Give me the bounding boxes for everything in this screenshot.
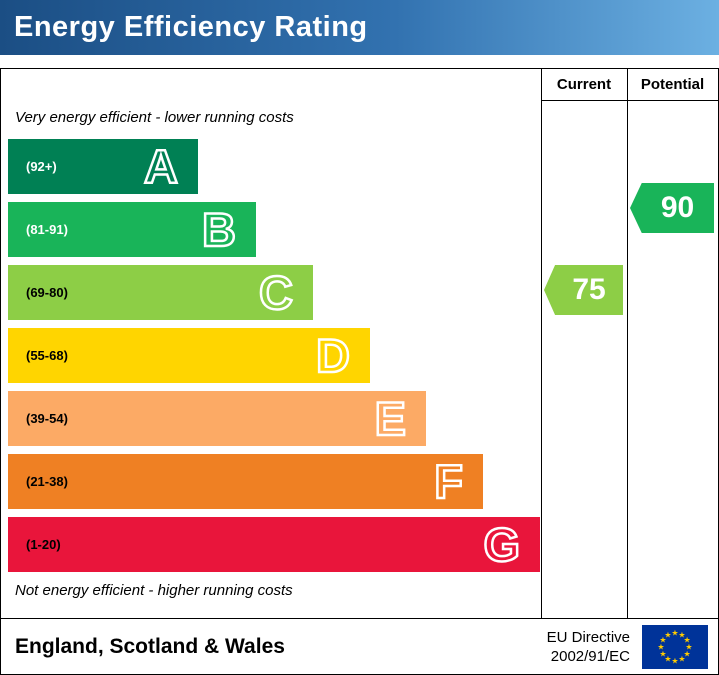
eu-directive-text: EU Directive 2002/91/EC xyxy=(547,628,630,666)
band-row-g: (1-20) G xyxy=(8,517,540,572)
bottom-note: Not energy efficient - higher running co… xyxy=(15,582,293,599)
eu-flag-star: ★ xyxy=(659,649,666,658)
current-indicator: 75 xyxy=(544,265,623,315)
band-letter: D xyxy=(315,329,351,382)
eu-flag-icon: ★ ★ ★ ★ ★ ★ ★ ★ ★ ★ ★ ★ xyxy=(642,624,708,669)
band-bar-c: (69-80) C xyxy=(8,265,313,320)
band-row-e: (39-54) E xyxy=(8,391,540,446)
band-row-c: (69-80) C xyxy=(8,265,540,320)
band-range-label: (92+) xyxy=(26,159,57,174)
band-row-f: (21-38) F xyxy=(8,454,540,509)
band-letter: B xyxy=(201,203,237,256)
eu-flag-star: ★ xyxy=(659,635,666,644)
potential-value: 90 xyxy=(660,191,695,224)
band-row-d: (55-68) D xyxy=(8,328,540,383)
top-note: Very energy efficient - lower running co… xyxy=(15,109,294,126)
eu-flag-star: ★ xyxy=(671,628,678,637)
eu-flag-field xyxy=(642,624,708,669)
page-title: Energy Efficiency Rating xyxy=(14,11,368,43)
eu-directive-line1: EU Directive xyxy=(546,628,630,646)
band-letter: F xyxy=(433,455,464,508)
eu-flag-star: ★ xyxy=(664,654,671,663)
eu-flag-star: ★ xyxy=(678,654,685,663)
eu-flag-stars: ★ ★ ★ ★ ★ ★ ★ ★ ★ ★ ★ ★ xyxy=(657,628,692,665)
eu-flag-star: ★ xyxy=(684,649,691,658)
band-bar-a: (92+) A xyxy=(8,139,198,194)
band-range-label: (21-38) xyxy=(26,474,68,489)
eu-flag-star: ★ xyxy=(664,630,671,639)
bands: (92+) A (81-91) B (69-80) C (55-68) D (39-54) E (2… xyxy=(8,139,540,580)
band-bar-g: (1-20) G xyxy=(8,517,540,572)
footer: England, Scotland & Wales EU Directive 2… xyxy=(0,619,719,675)
eu-flag-star: ★ xyxy=(657,642,664,651)
potential-indicator: 90 xyxy=(630,183,714,233)
band-bar-b: (81-91) B xyxy=(8,202,256,257)
rating-table: Current Potential Very energy efficient … xyxy=(0,68,719,619)
column-header-potential: Potential xyxy=(627,69,718,101)
eu-directive-line2: 2002/91/EC xyxy=(550,647,630,665)
current-column-divider xyxy=(541,69,542,618)
current-value: 75 xyxy=(572,273,606,306)
eu-flag-star: ★ xyxy=(671,656,678,665)
region-label: England, Scotland & Wales xyxy=(15,634,285,658)
band-range-label: (1-20) xyxy=(26,537,61,552)
band-row-b: (81-91) B xyxy=(8,202,540,257)
band-bar-d: (55-68) D xyxy=(8,328,370,383)
band-row-a: (92+) A xyxy=(8,139,540,194)
band-range-label: (39-54) xyxy=(26,411,68,426)
eu-flag-star: ★ xyxy=(685,642,692,651)
potential-column-divider xyxy=(627,69,628,618)
band-bar-e: (39-54) E xyxy=(8,391,426,446)
header-banner: Energy Efficiency Rating xyxy=(0,0,719,55)
eu-flag-star: ★ xyxy=(678,630,685,639)
column-header-current: Current xyxy=(541,69,627,101)
band-letter: G xyxy=(482,518,521,571)
band-bar-f: (21-38) F xyxy=(8,454,483,509)
eu-flag-star: ★ xyxy=(684,635,691,644)
band-letter: A xyxy=(143,140,179,193)
band-letter: C xyxy=(258,266,294,319)
band-range-label: (69-80) xyxy=(26,285,68,300)
band-range-label: (81-91) xyxy=(26,222,68,237)
band-letter: E xyxy=(373,392,407,445)
band-range-label: (55-68) xyxy=(26,348,68,363)
